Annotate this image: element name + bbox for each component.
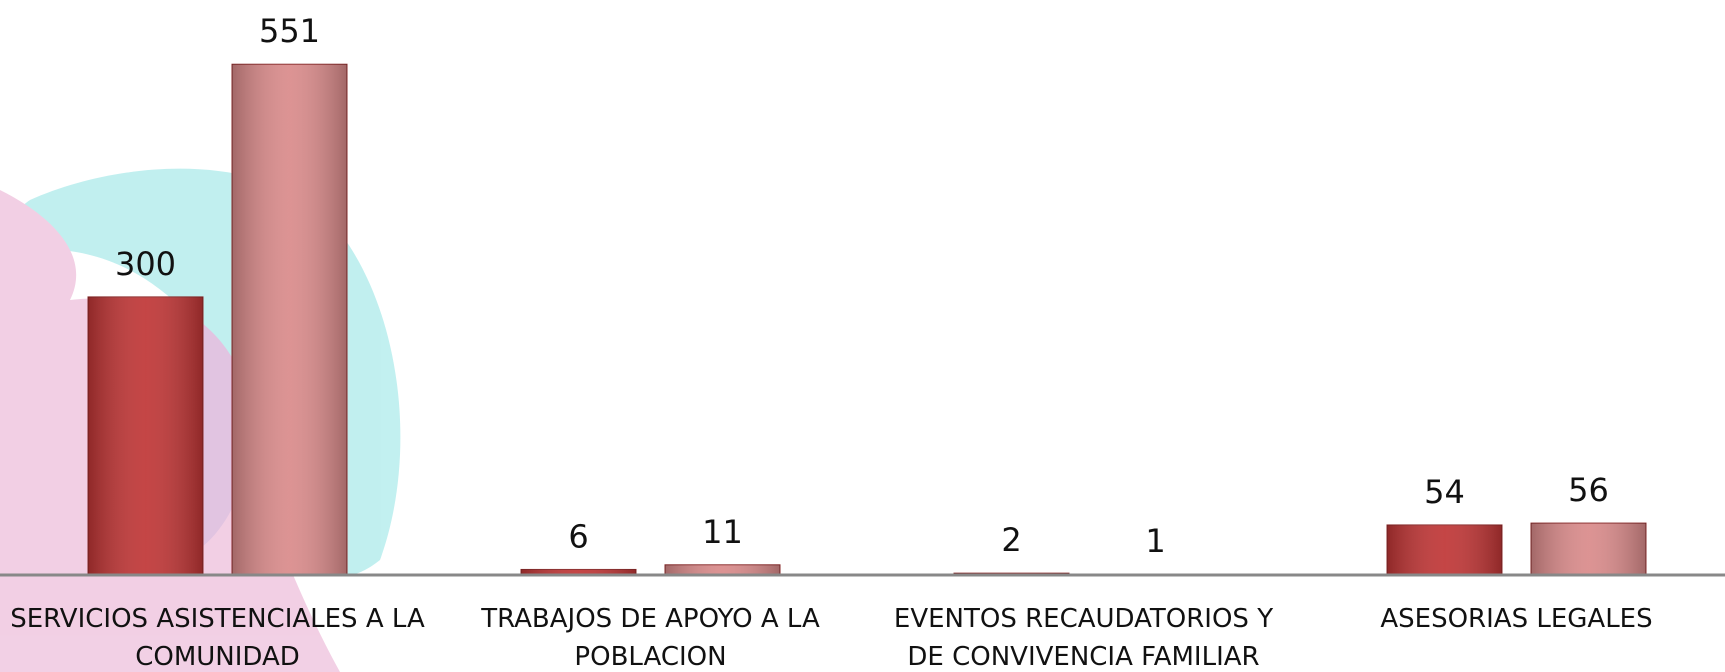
bar <box>87 296 204 576</box>
bar <box>1386 524 1503 576</box>
value-label: 1 <box>1145 522 1165 560</box>
value-label: 54 <box>1424 473 1465 511</box>
bar <box>664 564 781 576</box>
bar <box>231 63 348 576</box>
x-tick-label: TRABAJOS DE APOYO A LA POBLACION <box>481 604 820 672</box>
x-tick-label: SERVICIOS ASISTENCIALES A LA COMUNIDAD <box>10 604 425 672</box>
x-tick-label: EVENTOS RECAUDATORIOS Y DE CONVIVENCIA F… <box>893 604 1274 672</box>
value-label: 11 <box>702 513 743 551</box>
value-label: 56 <box>1568 471 1609 509</box>
value-label: 2 <box>1001 521 1021 559</box>
x-tick-label: ASESORIAS LEGALES <box>1380 604 1653 634</box>
value-label: 551 <box>259 12 320 50</box>
bar <box>1530 522 1647 576</box>
value-label: 300 <box>115 245 176 283</box>
value-label: 6 <box>568 517 588 555</box>
